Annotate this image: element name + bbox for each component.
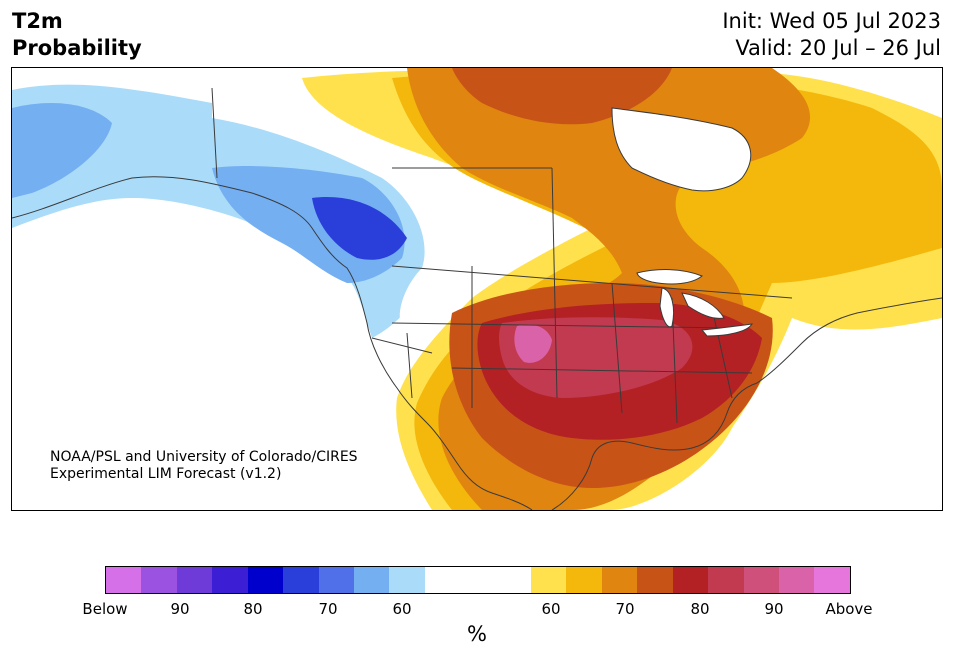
colorbar-tick-label: 60 <box>541 600 561 618</box>
colorbar-tick-label: 90 <box>170 600 190 618</box>
colorbar-tick-label: 80 <box>243 600 263 618</box>
title-subtitle: Probability <box>12 36 142 60</box>
colorbar-cell <box>389 567 425 593</box>
blue-80-region <box>312 197 407 260</box>
colorbar-cell <box>318 567 354 593</box>
colorbar-cell <box>601 567 638 593</box>
colorbar-cell <box>495 567 532 593</box>
coastlines-and-borders <box>12 87 942 510</box>
credit-line-2: Experimental LIM Forecast (v1.2) <box>50 466 282 482</box>
colorbar-cell <box>424 567 461 593</box>
colorbar-cell <box>247 567 284 593</box>
hudson-bay <box>611 107 752 192</box>
colorbar-cell <box>672 567 709 593</box>
colorbar-cell <box>779 567 815 593</box>
probability-map <box>12 68 942 510</box>
blue-70-region <box>12 103 112 198</box>
colorbar-tick-label: 60 <box>392 600 412 618</box>
colorbar-cell <box>460 567 496 593</box>
map-title: T2m Probability <box>12 8 142 62</box>
title-variable: T2m <box>12 9 63 33</box>
great-lakes <box>636 269 753 337</box>
colorbar-tick-label: 90 <box>764 600 784 618</box>
forecast-dates: Init: Wed 05 Jul 2023 Valid: 20 Jul – 26… <box>722 8 941 62</box>
forecast-credit: NOAA/PSL and University of Colorado/CIRE… <box>50 449 358 483</box>
colorbar-tick-label: 70 <box>615 600 635 618</box>
colorbar-cell <box>141 567 177 593</box>
colorbar-cell <box>566 567 602 593</box>
colorbar-cell <box>637 567 673 593</box>
map-panel: NOAA/PSL and University of Colorado/CIRE… <box>11 67 943 511</box>
colorbar <box>105 566 851 594</box>
colorbar-cell <box>176 567 213 593</box>
credit-line-1: NOAA/PSL and University of Colorado/CIRE… <box>50 449 358 465</box>
colorbar-cell <box>814 567 850 593</box>
colorbar-tick-label: 80 <box>690 600 710 618</box>
colorbar-unit: % <box>467 622 487 646</box>
colorbar-cell <box>353 567 390 593</box>
colorbar-cell <box>531 567 567 593</box>
colorbar-cell <box>106 567 142 593</box>
colorbar-tick-label: Below <box>82 600 128 618</box>
init-date: Init: Wed 05 Jul 2023 <box>722 9 941 33</box>
colorbar-cell <box>743 567 780 593</box>
colorbar-tick-label: Above <box>825 600 873 618</box>
pink-90-region <box>514 324 552 363</box>
colorbar-cell <box>708 567 744 593</box>
valid-date-range: Valid: 20 Jul – 26 Jul <box>735 36 941 60</box>
colorbar-tick-label: 70 <box>318 600 338 618</box>
colorbar-cell <box>212 567 248 593</box>
colorbar-cell <box>283 567 319 593</box>
